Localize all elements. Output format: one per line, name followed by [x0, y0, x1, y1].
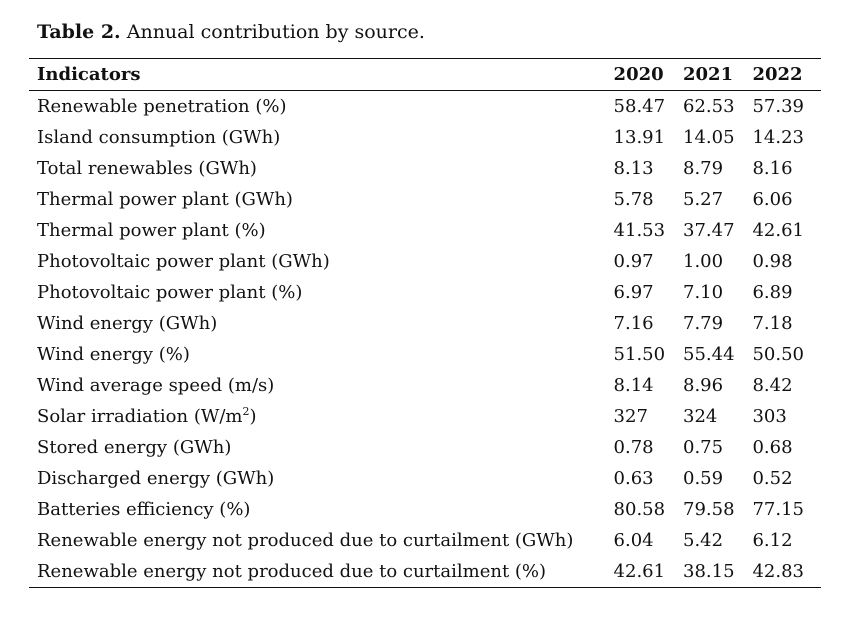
- value-2021: 7.10: [683, 282, 724, 303]
- header-2022: 2022: [752, 59, 821, 91]
- value-2022: 14.23: [752, 127, 804, 148]
- row-indicator: Wind energy (GWh): [37, 313, 218, 334]
- value-2021: 8.79: [683, 158, 724, 179]
- row-indicator: Wind average speed (m/s): [37, 375, 275, 396]
- value-2021: 324: [683, 406, 718, 427]
- row-indicator: Solar irradiation (W/m2): [29, 401, 614, 432]
- value-2020: 8.13: [613, 158, 654, 179]
- value-2022: 57.39: [752, 96, 804, 117]
- value-2020: 0.78: [613, 437, 654, 458]
- row-indicator: Renewable penetration (%): [37, 96, 287, 117]
- indicator-text: Solar irradiation (W/m: [37, 406, 243, 427]
- table-row: Renewable penetration (%) 58.47 62.53 57…: [29, 91, 821, 123]
- table-row: Wind average speed (m/s) 8.14 8.96 8.42: [29, 370, 821, 401]
- value-2020: 41.53: [613, 220, 666, 241]
- value-2022: 6.89: [752, 282, 793, 303]
- value-2020: 0.63: [613, 468, 654, 489]
- table-row: Wind energy (%) 51.50 55.44 50.50: [29, 339, 821, 370]
- row-indicator: Total renewables (GWh): [37, 158, 257, 179]
- value-2022: 42.61: [752, 220, 804, 241]
- value-2020: 6.04: [613, 530, 654, 551]
- table-row: Batteries efficiency (%) 80.58 79.58 77.…: [29, 494, 821, 525]
- row-indicator: Wind energy (%): [37, 344, 190, 365]
- value-2021: 5.42: [683, 530, 724, 551]
- value-2021: 55.44: [683, 344, 735, 365]
- value-2021: 8.96: [683, 375, 724, 396]
- row-indicator: Photovoltaic power plant (%): [37, 282, 303, 303]
- data-table: Indicators 2020 2021 2022 Renewable pene…: [29, 58, 821, 588]
- value-2021: 5.27: [683, 189, 724, 210]
- header-2020: 2020: [613, 59, 683, 91]
- row-indicator: Renewable energy not produced due to cur…: [37, 561, 547, 582]
- value-2022: 6.12: [752, 530, 793, 551]
- table-row: Wind energy (GWh) 7.16 7.79 7.18: [29, 308, 821, 339]
- value-2020: 7.16: [613, 313, 654, 334]
- table-row: Total renewables (GWh) 8.13 8.79 8.16: [29, 153, 821, 184]
- value-2021: 38.15: [683, 561, 735, 582]
- value-2022: 8.16: [752, 158, 793, 179]
- row-indicator: Island consumption (GWh): [37, 127, 281, 148]
- indicator-text-end: ): [249, 406, 257, 427]
- value-2020: 5.78: [613, 189, 654, 210]
- caption-text: Annual contribution by source.: [126, 21, 425, 43]
- value-2022: 77.15: [752, 499, 804, 520]
- header-2021: 2021: [683, 59, 753, 91]
- value-2021: 0.59: [683, 468, 724, 489]
- value-2021: 62.53: [683, 96, 735, 117]
- table-row: Thermal power plant (%) 41.53 37.47 42.6…: [29, 215, 821, 246]
- table-row: Renewable energy not produced due to cur…: [29, 556, 821, 587]
- value-2021: 0.75: [683, 437, 724, 458]
- row-indicator: Photovoltaic power plant (GWh): [37, 251, 330, 272]
- row-indicator: Batteries efficiency (%): [37, 499, 251, 520]
- value-2020: 51.50: [613, 344, 666, 365]
- table-row: Stored energy (GWh) 0.78 0.75 0.68: [29, 432, 821, 463]
- row-indicator: Renewable energy not produced due to cur…: [37, 530, 574, 551]
- table-row: Photovoltaic power plant (GWh) 0.97 1.00…: [29, 246, 821, 277]
- value-2022: 50.50: [752, 344, 804, 365]
- row-indicator: Thermal power plant (%): [37, 220, 266, 241]
- table-row: Solar irradiation (W/m2) 327 324 303: [29, 401, 821, 432]
- value-2022: 8.42: [752, 375, 793, 396]
- table-row: Thermal power plant (GWh) 5.78 5.27 6.06: [29, 184, 821, 215]
- caption-label: Table 2.: [37, 21, 121, 43]
- indicator-superscript: 2: [242, 405, 250, 418]
- value-2022: 0.52: [752, 468, 793, 489]
- value-2020: 42.61: [613, 561, 666, 582]
- value-2020: 327: [613, 406, 648, 427]
- value-2021: 14.05: [683, 127, 735, 148]
- value-2021: 7.79: [683, 313, 724, 334]
- value-2020: 80.58: [613, 499, 666, 520]
- value-2020: 6.97: [613, 282, 654, 303]
- value-2022: 0.98: [752, 251, 793, 272]
- header-row: Indicators 2020 2021 2022: [29, 59, 821, 91]
- value-2020: 8.14: [613, 375, 654, 396]
- value-2021: 79.58: [683, 499, 735, 520]
- table-row: Renewable energy not produced due to cur…: [29, 525, 821, 556]
- table-row: Photovoltaic power plant (%) 6.97 7.10 6…: [29, 277, 821, 308]
- value-2022: 7.18: [752, 313, 793, 334]
- value-2021: 37.47: [683, 220, 735, 241]
- row-indicator: Stored energy (GWh): [37, 437, 232, 458]
- value-2020: 58.47: [613, 96, 666, 117]
- value-2022: 0.68: [752, 437, 793, 458]
- table-row: Discharged energy (GWh) 0.63 0.59 0.52: [29, 463, 821, 494]
- header-indicators: Indicators: [29, 59, 614, 91]
- value-2021: 1.00: [683, 251, 724, 272]
- row-indicator: Discharged energy (GWh): [37, 468, 275, 489]
- value-2020: 0.97: [613, 251, 654, 272]
- value-2020: 13.91: [613, 127, 666, 148]
- value-2022: 42.83: [752, 561, 804, 582]
- table-row: Island consumption (GWh) 13.91 14.05 14.…: [29, 122, 821, 153]
- table-caption: Table 2. Annual contribution by source.: [37, 18, 425, 46]
- value-2022: 6.06: [752, 189, 793, 210]
- value-2022: 303: [752, 406, 787, 427]
- row-indicator: Thermal power plant (GWh): [37, 189, 293, 210]
